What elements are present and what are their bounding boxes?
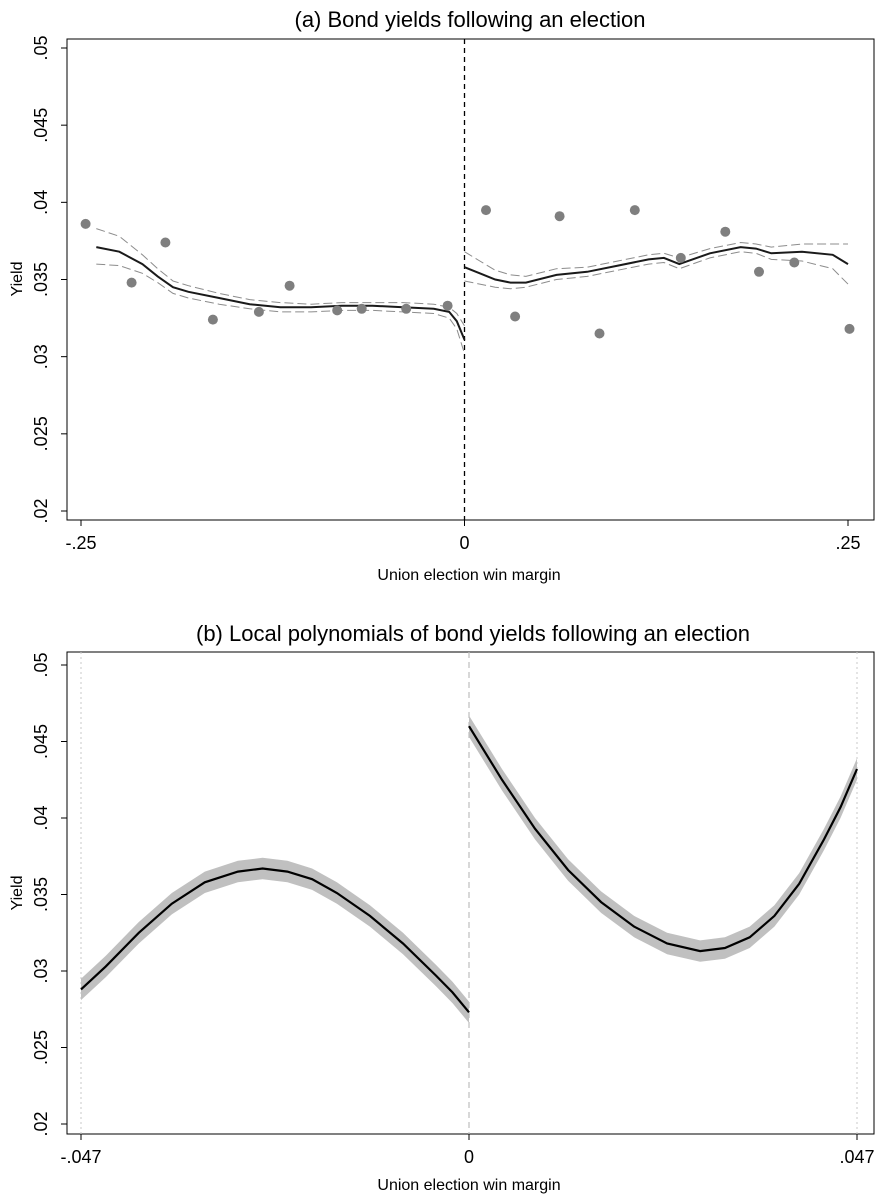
panel-b-y-tick-label: .025 — [31, 1030, 51, 1065]
panel-a-ci-left-lower — [96, 263, 465, 354]
panel-a-y-tick-label: .025 — [31, 416, 51, 451]
panel-b-ci-band-left — [81, 857, 469, 1023]
panel-a-y-ticks: .02 .025 .03 .035 .04 .045 .05 — [31, 35, 67, 524]
panel-a-scatter-point — [510, 311, 521, 322]
panel-b-x-axis-label: Union election win margin — [377, 1177, 560, 1194]
panel-a-plot-frame — [66, 38, 875, 521]
panel-a-y-tick-label: .03 — [31, 344, 51, 369]
panel-a-scatter-point — [789, 257, 800, 268]
panel-b-ci-band-right — [469, 715, 857, 962]
panel-a-scatter-point — [442, 300, 453, 311]
panel-a-x-tick-label: .25 — [835, 533, 860, 553]
panel-a-x-ticks: -.25 0 .25 — [65, 520, 861, 553]
panel-b-y-tick-label: .045 — [31, 724, 51, 759]
panel-a-ci-right-lower — [464, 251, 849, 290]
panel-a-fit-right-line — [464, 246, 849, 284]
panel-b-y-tick-label: .03 — [31, 958, 51, 983]
panel-a-chart: (a) Bond yields following an election Yi… — [9, 7, 875, 584]
panel-a-scatter-point — [160, 237, 171, 248]
panel-b-y-tick-label: .035 — [31, 877, 51, 912]
panel-b-fit-left-line — [80, 867, 470, 1014]
panel-a-scatter-point — [481, 205, 491, 216]
panel-a-scatter-point — [401, 303, 412, 314]
panel-a-scatter-point — [356, 303, 367, 314]
panel-a-ci-left-upper — [96, 228, 465, 327]
panel-b-x-tick-label: 0 — [464, 1147, 474, 1167]
panel-b-x-tick-label: -.047 — [60, 1147, 101, 1167]
panel-a-y-tick-label: .035 — [31, 262, 51, 297]
panel-a-scatter-point — [253, 306, 264, 317]
panel-a-scatter-point — [675, 252, 686, 263]
panel-b-y-axis-label: Yield — [9, 876, 26, 911]
panel-b-title: (b) Local polynomials of bond yields fol… — [196, 621, 750, 646]
panel-a-scatter-point — [720, 226, 731, 237]
panel-b-plot-frame — [66, 651, 875, 1135]
panel-a-y-axis-label: Yield — [9, 262, 26, 297]
panel-a-scatter-point — [126, 277, 137, 288]
panel-a-x-tick-label: 0 — [459, 533, 469, 553]
panel-a-y-tick-label: .02 — [31, 498, 51, 523]
panel-a-marks — [80, 39, 855, 520]
panel-a-title: (a) Bond yields following an election — [295, 7, 646, 32]
panel-a-scatter-point — [844, 323, 855, 334]
panel-b-fit-right-line — [468, 725, 859, 953]
panel-b-chart: (b) Local polynomials of bond yields fol… — [9, 621, 875, 1194]
panel-a-y-tick-label: .045 — [31, 108, 51, 143]
panel-a-ci-right-upper — [464, 241, 848, 277]
panel-a-scatter-point — [754, 266, 764, 277]
panel-a-scatter-point — [80, 218, 91, 229]
panel-a-y-tick-label: .04 — [31, 190, 51, 215]
panel-b-y-ticks: .02 .025 .03 .035 .04 .045 .05 — [31, 652, 67, 1137]
panel-a-x-axis-label: Union election win margin — [377, 567, 560, 584]
panel-b-marks — [80, 652, 859, 1134]
panel-a-scatter-point — [207, 314, 218, 325]
panel-b-y-tick-label: .04 — [31, 805, 51, 830]
panel-b-x-tick-label: .047 — [839, 1147, 874, 1167]
panel-a-scatter-point — [332, 305, 343, 316]
panel-a-scatter-point — [554, 211, 565, 222]
panel-a-y-tick-label: .05 — [31, 35, 51, 60]
panel-b-x-ticks: -.047 0 .047 — [60, 1134, 875, 1167]
panel-a-x-tick-label: -.25 — [65, 533, 96, 553]
panel-b-y-tick-label: .05 — [31, 652, 51, 677]
panel-a-scatter-point — [629, 205, 640, 216]
panel-a-scatter-point — [284, 280, 295, 291]
panel-b-y-tick-label: .02 — [31, 1111, 51, 1136]
panel-a-scatter-point — [594, 328, 605, 339]
panel-a-fit-left-line — [96, 246, 466, 341]
